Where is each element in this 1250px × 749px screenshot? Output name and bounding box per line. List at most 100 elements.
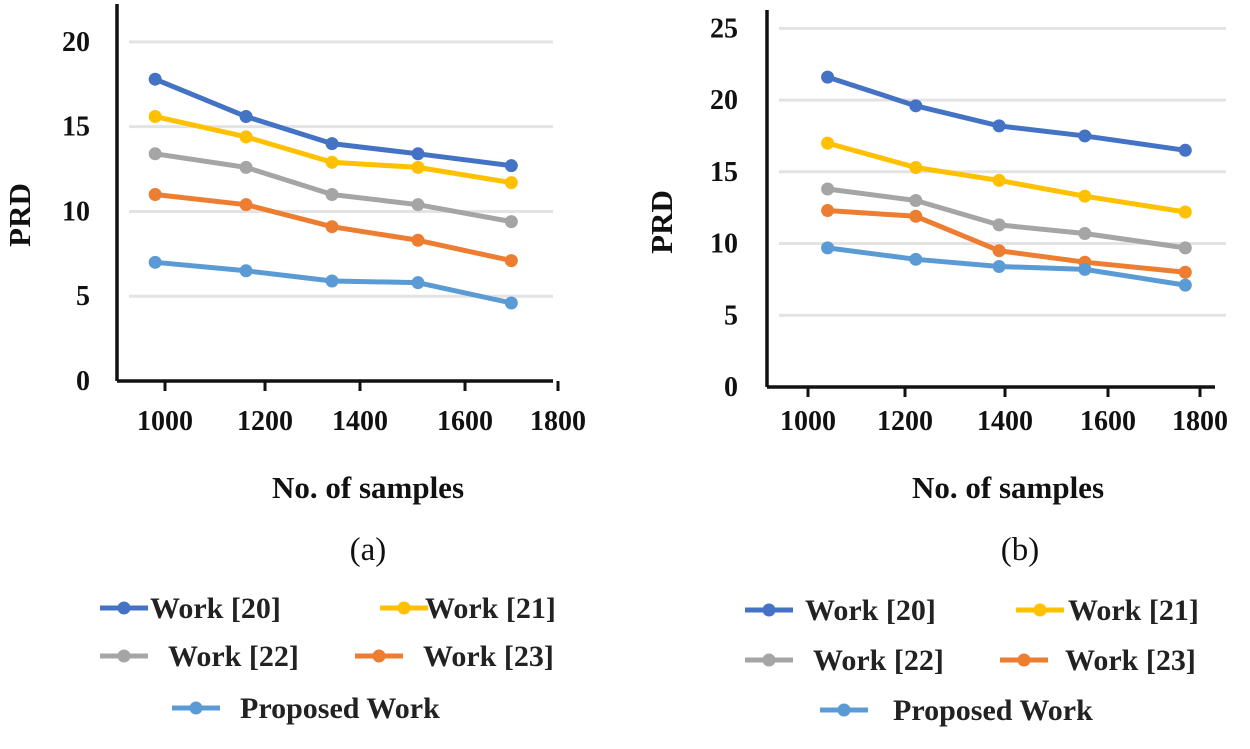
y-tick-label: 10	[62, 196, 90, 227]
x-tick-label: 1800	[1172, 406, 1228, 437]
y-tick-label: 10	[710, 229, 738, 260]
data-point	[325, 220, 339, 234]
data-point	[1078, 226, 1092, 240]
legend-swatch-marker	[372, 649, 386, 663]
y-tick-label: 5	[76, 281, 90, 312]
data-point	[821, 241, 835, 255]
data-point	[1078, 129, 1092, 143]
legend-swatch-marker	[762, 603, 776, 617]
legend-entry: Work [20]	[150, 592, 281, 625]
data-point	[909, 252, 923, 266]
data-point	[325, 274, 339, 288]
x-tick-label: 1000	[780, 406, 836, 437]
data-point	[411, 276, 425, 290]
legend-entry: Work [21]	[425, 592, 556, 625]
legend-swatch-marker	[837, 703, 851, 717]
data-point	[239, 264, 253, 278]
data-point	[148, 110, 162, 124]
data-point	[148, 255, 162, 269]
data-point	[325, 137, 339, 151]
data-point	[504, 176, 518, 190]
series-line-work-21	[826, 140, 1186, 215]
data-point	[909, 209, 923, 223]
data-point	[1078, 262, 1092, 276]
series-line-work-22	[827, 186, 1186, 251]
data-point	[504, 254, 518, 268]
data-point	[1178, 143, 1192, 157]
data-point	[325, 188, 339, 201]
chart-panel-b: PRD No. of samples (b) 0 5 10 15 20 25 1000 120…	[644, 10, 1228, 727]
data-point	[239, 110, 253, 124]
data-point	[148, 147, 162, 161]
x-tick-label: 1200	[877, 406, 933, 437]
legend-entry: Work [21]	[1068, 594, 1199, 627]
x-axis-title: No. of samples	[912, 470, 1104, 505]
y-axis-title: PRD	[2, 183, 37, 247]
panel-label: (b)	[1001, 532, 1039, 568]
y-tick-label: 20	[62, 27, 90, 58]
legend-entry: Work [23]	[1065, 644, 1196, 677]
series-line-work-20	[154, 76, 512, 169]
legend-swatch-marker	[397, 601, 411, 615]
data-point	[504, 215, 518, 229]
chart-panel-a: PRD No. of samples (a) 0 5 10 15 20 1000 1200 1…	[2, 4, 586, 725]
legend-entry: Work [20]	[805, 594, 936, 627]
data-point	[821, 182, 835, 196]
x-tick-label: 1400	[977, 406, 1033, 437]
data-point	[411, 198, 425, 212]
data-point	[148, 188, 162, 201]
data-point	[504, 296, 518, 310]
data-point	[1078, 189, 1092, 203]
x-tick-label: 1800	[530, 406, 586, 437]
legend-entry: Work [22]	[813, 644, 944, 677]
data-point	[821, 204, 835, 218]
x-tick-label: 1000	[137, 406, 193, 437]
data-point	[1178, 265, 1192, 279]
data-point	[504, 159, 518, 173]
data-point	[1178, 278, 1192, 292]
data-point	[411, 233, 425, 247]
y-tick-label: 15	[62, 112, 90, 143]
legend-swatch-marker	[1033, 603, 1047, 617]
x-tick-label: 1400	[332, 406, 388, 437]
data-point	[992, 173, 1006, 187]
legend-entry: Work [22]	[168, 640, 299, 673]
data-point	[992, 244, 1006, 258]
y-tick-label: 25	[710, 13, 738, 44]
data-point	[325, 155, 339, 169]
legend-swatch-marker	[117, 601, 131, 615]
data-point	[992, 218, 1006, 232]
series-line-work-20	[826, 74, 1186, 153]
x-tick-label: 1600	[1080, 406, 1136, 437]
data-point	[411, 160, 425, 174]
data-point	[411, 147, 425, 161]
x-tick-label: 1200	[237, 406, 293, 437]
data-point	[821, 136, 835, 150]
data-point	[239, 160, 253, 174]
legend-entry: Proposed Work	[893, 694, 1093, 727]
data-point	[1178, 205, 1192, 219]
x-tick-label: 1600	[437, 406, 493, 437]
y-tick-label: 15	[710, 157, 738, 188]
data-point	[909, 99, 923, 113]
legend-swatch-marker	[117, 649, 131, 663]
data-point	[992, 259, 1006, 273]
y-tick-label: 5	[724, 300, 738, 331]
data-point	[821, 70, 835, 84]
legend-swatch-marker	[1017, 653, 1031, 667]
data-point	[239, 198, 253, 212]
legend-swatch-marker	[189, 701, 203, 715]
legend-entry: Work [23]	[423, 640, 554, 673]
data-point	[909, 161, 923, 175]
y-tick-label: 20	[710, 85, 738, 116]
legend-entry: Proposed Work	[240, 692, 440, 725]
panel-label: (a)	[350, 532, 387, 568]
data-point	[909, 194, 923, 207]
x-axis-title: No. of samples	[272, 470, 464, 505]
data-point	[992, 119, 1006, 133]
data-point	[1178, 241, 1192, 255]
y-tick-label: 0	[724, 372, 738, 403]
y-axis-title: PRD	[644, 190, 679, 254]
legend-swatch-marker	[762, 653, 776, 667]
